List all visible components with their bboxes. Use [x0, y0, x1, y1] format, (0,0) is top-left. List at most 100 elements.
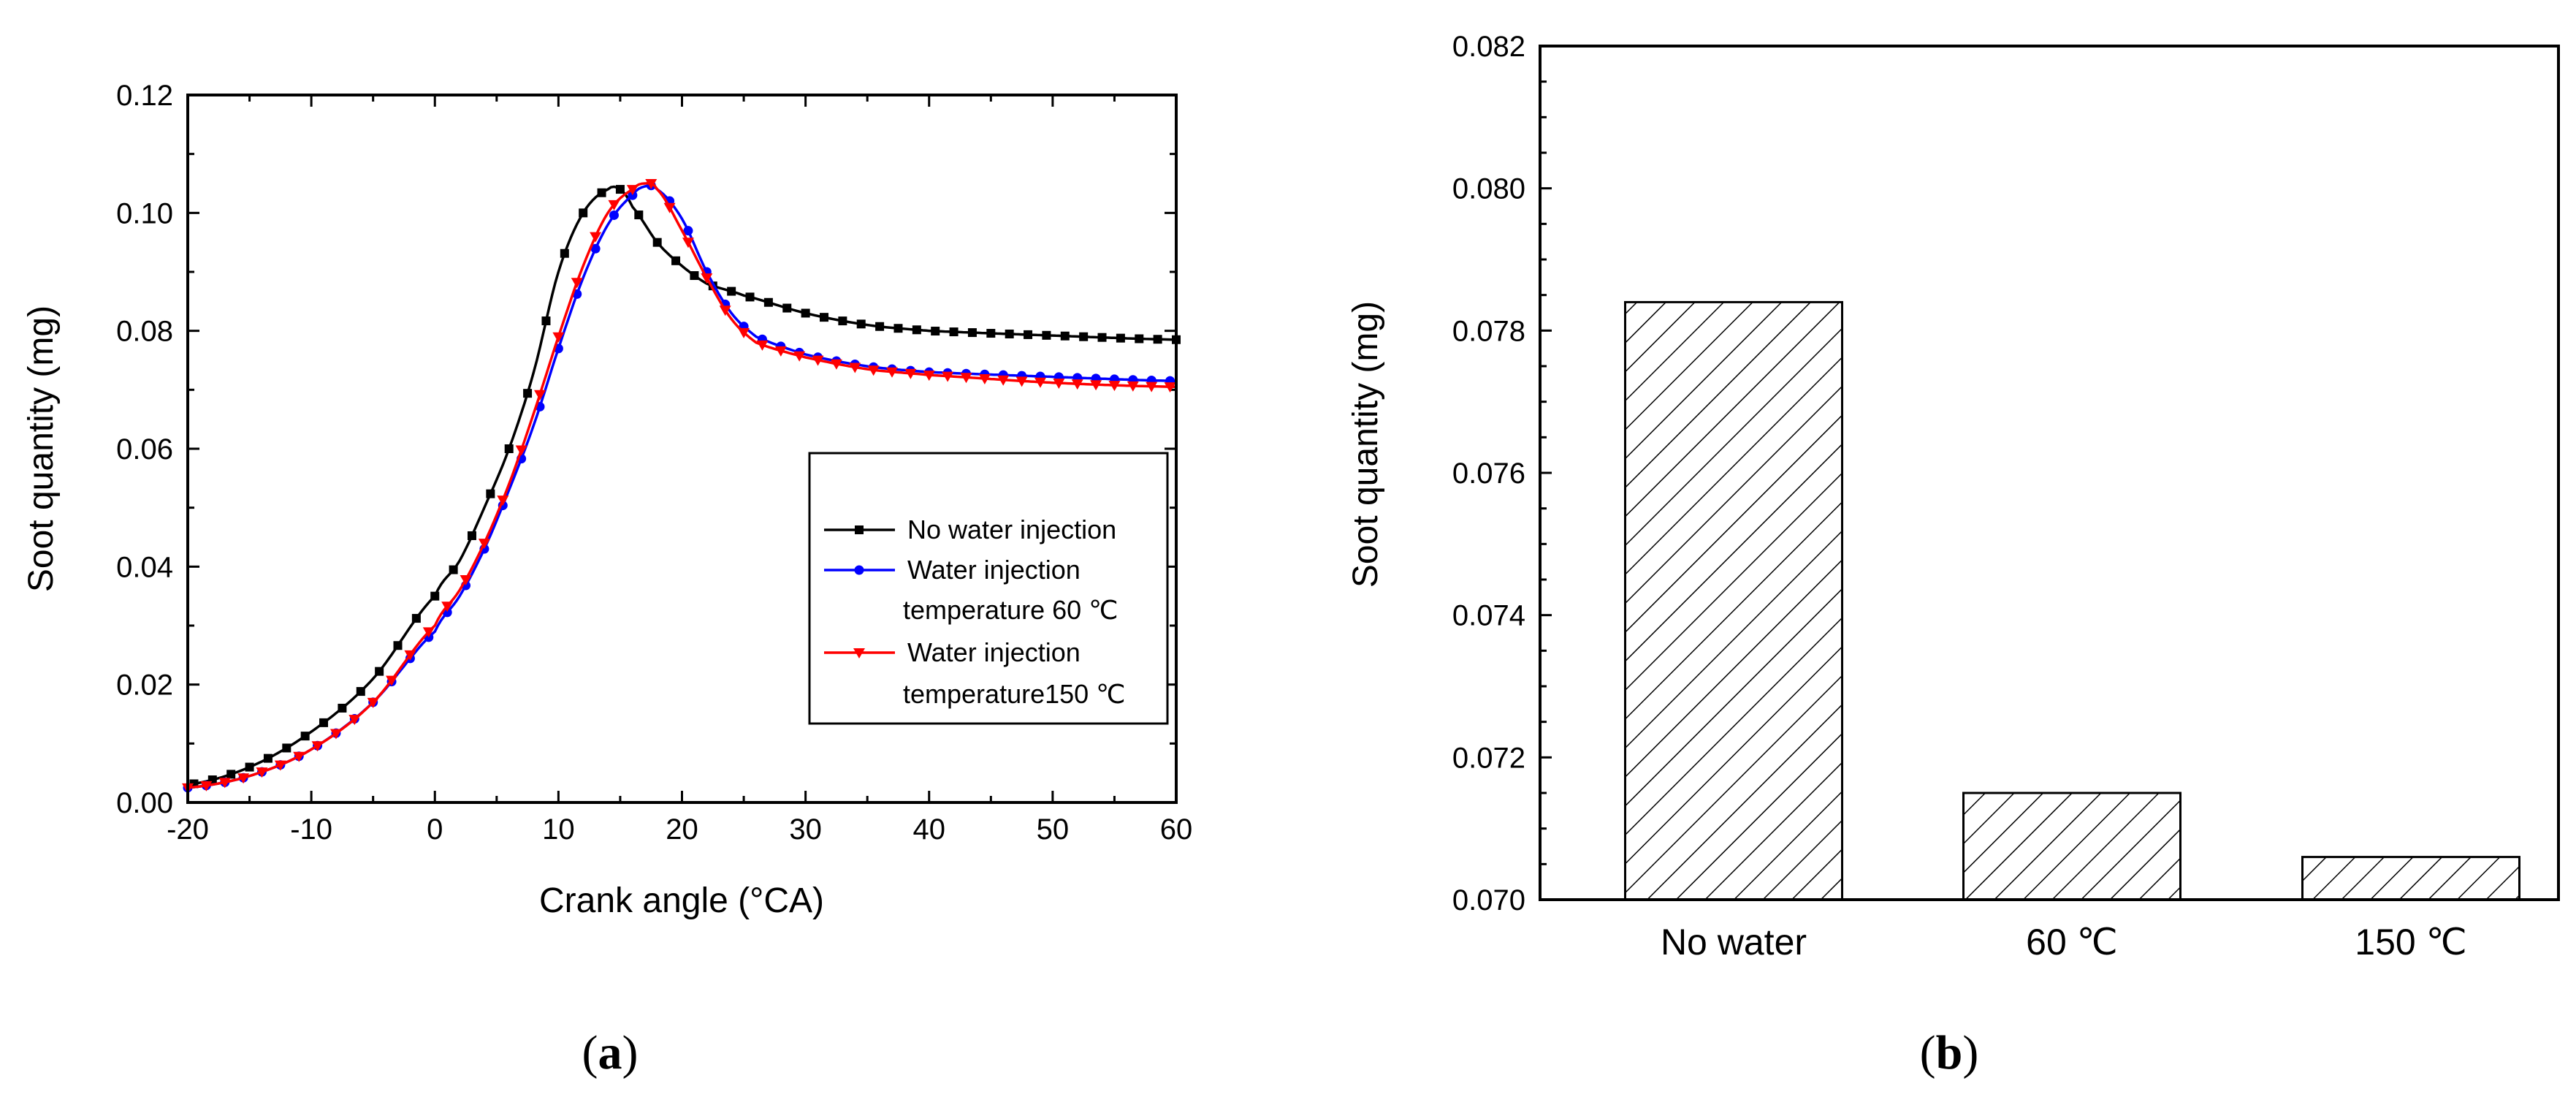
data-point-a	[282, 743, 291, 753]
data-point-a	[923, 371, 935, 382]
data-point-a	[727, 286, 736, 296]
data-point-a	[1005, 329, 1014, 338]
data-point-a	[256, 767, 268, 778]
y-tick-label-b: 0.078	[1452, 315, 1525, 347]
data-point-a	[1135, 334, 1144, 343]
series-triangle-down-a	[182, 179, 1177, 794]
data-point-a	[782, 303, 792, 313]
data-point-a	[634, 210, 644, 220]
data-point-a	[237, 773, 250, 784]
data-point-a	[645, 179, 658, 189]
data-point-a	[615, 185, 625, 194]
data-point-a	[701, 273, 713, 284]
data-point-a	[597, 188, 606, 197]
data-point-a	[609, 210, 619, 220]
data-point-a	[1146, 382, 1158, 392]
data-point-a	[1042, 330, 1051, 340]
y-tick-label-a: 0.08	[116, 316, 173, 348]
data-point-a	[590, 232, 602, 243]
data-point-a	[819, 313, 828, 322]
data-point-a	[756, 340, 769, 351]
category-labels-b: No water 60 ℃ 150 ℃	[1661, 922, 2467, 963]
data-point-a	[1127, 381, 1139, 392]
y-axis-title-a: Soot quantity (mg)	[22, 305, 61, 592]
data-point-a	[1164, 382, 1176, 393]
legend-marker-a	[855, 525, 864, 534]
y-tick-label-b: 0.076	[1452, 458, 1525, 490]
data-point-a	[671, 256, 681, 265]
data-point-a	[1034, 377, 1046, 388]
y-tick-label-a: 0.12	[116, 80, 173, 112]
plot-frame-a	[186, 94, 1178, 804]
data-point-a	[375, 667, 384, 676]
bars-group-b	[1624, 300, 2520, 901]
y-tick-label-a: 0.02	[116, 669, 173, 702]
legend-box-a	[808, 452, 1169, 725]
data-point-a	[745, 292, 755, 302]
data-point-a	[1071, 379, 1083, 390]
data-point-a	[1015, 376, 1028, 387]
data-point-a	[218, 778, 231, 789]
data-point-a	[404, 650, 416, 661]
x-axis-title-a: Crank angle (°CA)	[539, 881, 824, 920]
data-point-a	[579, 208, 588, 218]
data-point-a	[867, 365, 880, 376]
data-point-a	[763, 297, 773, 307]
x-tick-label-a: 30	[789, 813, 822, 846]
data-point-a	[356, 687, 365, 696]
legend-label-a: Water injection	[907, 637, 1081, 667]
data-point-a	[560, 248, 569, 258]
data-point-a	[663, 202, 676, 213]
data-point-a	[449, 565, 458, 574]
data-point-a	[812, 355, 824, 366]
data-point-a	[793, 351, 806, 362]
bar-b	[1624, 300, 1843, 901]
data-point-a	[626, 185, 639, 196]
data-point-a	[430, 591, 440, 601]
y-tick-label-b: 0.072	[1452, 742, 1525, 774]
data-point-a	[1090, 380, 1102, 391]
x-tick-labels-a: -20 -10 0 10 20 30 40 50 60	[167, 813, 1192, 846]
x-tick-label-a: 60	[1160, 813, 1193, 846]
data-point-a	[552, 332, 565, 343]
data-point-a	[1079, 332, 1089, 341]
data-point-a	[393, 641, 403, 650]
data-point-a	[912, 325, 921, 335]
y-tick-label-b: 0.070	[1452, 884, 1525, 916]
data-point-a	[497, 496, 509, 506]
y-tick-label-b: 0.082	[1452, 31, 1525, 63]
data-point-a	[652, 238, 662, 247]
data-point-a	[904, 368, 917, 379]
data-point-a	[411, 614, 421, 623]
x-tick-label-a: -20	[167, 813, 209, 846]
data-point-a	[348, 715, 361, 726]
series-square-a	[187, 185, 1181, 789]
data-point-a	[329, 729, 342, 740]
data-point-a	[1116, 333, 1125, 343]
legend-a: No water injection Water injection tempera…	[808, 452, 1169, 725]
y-tick-labels-a: 0.00 0.02 0.04 0.06 0.08 0.10 0.12	[116, 80, 173, 819]
data-point-a	[541, 316, 551, 326]
data-point-a	[263, 754, 273, 763]
panel-label-b: (b)	[1920, 1026, 1979, 1079]
legend-marker-a	[853, 648, 865, 658]
data-point-a	[719, 305, 731, 316]
data-point-a	[893, 324, 903, 333]
x-tick-label-a: 20	[666, 813, 698, 846]
legend-label-a: Water injection	[907, 555, 1081, 585]
data-point-a	[367, 697, 379, 708]
data-point-a	[311, 741, 324, 752]
data-point-a	[1153, 335, 1162, 344]
data-point-a	[274, 760, 286, 771]
data-point-a	[441, 601, 454, 612]
category-label-b: 150 ℃	[2355, 922, 2466, 963]
y-tick-label-b: 0.074	[1452, 600, 1525, 632]
data-point-a	[338, 703, 347, 713]
line-chart-panel-a: -20 -10 0 10 20 30 40 50 60 0.00 0.02 0.04 0.06 0.08…	[22, 80, 1192, 1079]
data-point-a	[1024, 330, 1033, 339]
bar-b	[1962, 792, 2181, 901]
data-point-a	[386, 675, 398, 686]
data-point-a	[801, 308, 810, 318]
data-point-a	[875, 322, 885, 331]
